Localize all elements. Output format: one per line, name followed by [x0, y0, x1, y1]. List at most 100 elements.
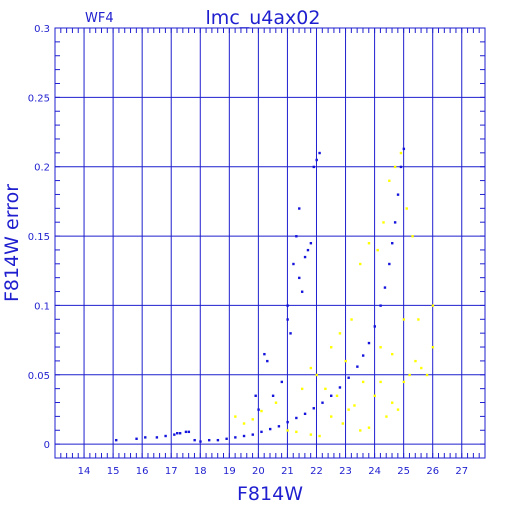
data-point-blue	[303, 412, 307, 416]
data-point-yellow	[330, 415, 333, 418]
data-point-blue	[402, 147, 406, 151]
data-point-blue	[135, 437, 138, 440]
data-point-blue	[187, 430, 191, 434]
data-point-blue	[391, 242, 394, 245]
data-point-blue	[396, 193, 400, 196]
x-tick-label: 23	[339, 466, 352, 477]
data-point-blue	[295, 416, 298, 420]
data-point-blue	[309, 242, 313, 245]
data-point-blue	[300, 290, 304, 293]
data-point-blue	[144, 436, 147, 439]
data-point-yellow	[402, 318, 406, 321]
x-tick-label: 22	[310, 466, 323, 477]
data-point-blue	[315, 158, 318, 162]
data-point-blue	[207, 438, 211, 442]
tick-labels: 14 15 16 17 18 19 20 21 22 23 24 25 26 27 0 0.05 0.1 0.15…	[28, 24, 468, 477]
grid-lines	[55, 27, 485, 458]
data-point-yellow	[376, 248, 379, 252]
data-point-yellow	[324, 387, 327, 391]
data-point-yellow	[234, 415, 237, 418]
data-point-blue	[266, 359, 269, 363]
y-tick-label: 0.2	[34, 163, 50, 174]
data-point-yellow	[330, 346, 333, 349]
data-point-blue	[242, 434, 246, 438]
data-point-blue	[269, 427, 272, 431]
data-point-blue	[383, 286, 387, 289]
data-point-yellow	[335, 394, 339, 397]
data-point-blue	[289, 332, 292, 335]
data-point-blue	[361, 354, 365, 357]
data-point-blue	[367, 341, 371, 345]
data-point-blue	[193, 438, 196, 442]
data-point-yellow	[286, 429, 289, 432]
data-point-yellow	[367, 242, 371, 245]
chart-title: lmc_u4ax02	[206, 7, 321, 29]
data-point-yellow	[338, 332, 342, 335]
data-point-yellow	[300, 387, 304, 391]
data-point-yellow	[431, 346, 435, 349]
data-point-blue	[176, 432, 179, 435]
data-point-blue	[318, 151, 321, 155]
data-point-blue	[306, 248, 310, 252]
data-point-blue	[295, 235, 298, 238]
x-tick-label: 25	[397, 466, 410, 477]
x-tick-label: 19	[223, 466, 236, 477]
data-point-yellow	[274, 401, 278, 404]
data-point-yellow	[359, 262, 362, 266]
data-point-blue	[312, 407, 315, 410]
data-point-blue	[356, 365, 359, 368]
data-point-blue	[173, 433, 176, 436]
data-point-yellow	[425, 373, 429, 377]
data-point-blue	[298, 207, 301, 210]
data-point-blue	[260, 430, 263, 434]
y-tick-label: 0.3	[34, 24, 50, 35]
data-point-blue	[257, 408, 260, 411]
x-tick-label: 18	[194, 466, 207, 477]
data-point-yellow	[242, 422, 246, 425]
data-point-yellow	[315, 373, 318, 377]
data-point-yellow	[260, 409, 263, 413]
data-point-yellow	[309, 433, 313, 436]
x-tick-label: 16	[136, 466, 149, 477]
data-point-yellow	[399, 151, 403, 155]
data-point-yellow	[417, 318, 420, 321]
data-point-blue	[251, 433, 254, 436]
data-point-blue	[199, 440, 202, 443]
data-point-yellow	[359, 429, 362, 432]
data-points	[115, 147, 435, 443]
y-tick-label: 0	[44, 440, 50, 451]
data-point-yellow	[318, 434, 321, 438]
x-tick-label: 17	[165, 466, 178, 477]
data-point-blue	[321, 401, 324, 404]
y-tick-label: 0.15	[28, 232, 50, 243]
y-tick-label: 0.05	[28, 371, 50, 382]
data-point-blue	[184, 430, 188, 434]
data-point-yellow	[405, 207, 408, 210]
data-point-blue	[178, 432, 182, 435]
data-point-blue	[338, 386, 342, 389]
data-point-yellow	[396, 408, 400, 411]
data-point-blue	[388, 262, 391, 266]
data-point-blue	[286, 304, 289, 307]
y-axis-title: F814W error	[1, 184, 23, 302]
data-point-blue	[115, 438, 118, 442]
data-point-blue	[216, 438, 220, 442]
data-point-blue	[254, 394, 257, 397]
data-point-blue	[379, 304, 382, 307]
y-tick-label: 0.25	[28, 93, 50, 104]
data-point-yellow	[341, 422, 345, 425]
data-point-blue	[373, 325, 376, 328]
data-point-blue	[234, 436, 237, 439]
data-point-yellow	[251, 418, 254, 421]
data-point-yellow	[382, 221, 385, 224]
data-point-yellow	[391, 352, 394, 356]
data-point-blue	[271, 394, 275, 397]
data-point-blue	[393, 221, 397, 224]
data-point-blue	[225, 437, 228, 440]
data-point-blue	[263, 352, 266, 356]
y-tick-label: 0.1	[34, 301, 50, 312]
data-point-yellow	[361, 380, 365, 384]
data-point-yellow	[347, 408, 350, 411]
data-point-yellow	[414, 359, 417, 363]
